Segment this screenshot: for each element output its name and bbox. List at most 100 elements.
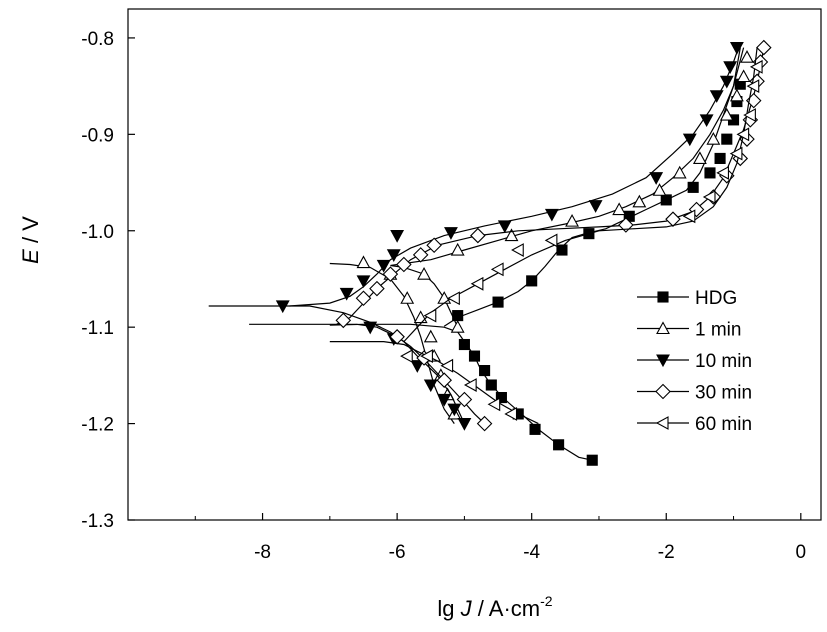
data-point [729,88,744,102]
data-point [652,183,667,196]
data-point [682,133,697,147]
data-point [687,181,699,193]
data-point [504,228,519,242]
data-point [692,151,707,164]
data-point [556,244,568,256]
data-point [410,360,425,373]
data-point [426,237,442,253]
data-point [400,291,415,304]
x-axis-title: lg J / A·cm-2 [437,593,552,621]
data-point [376,259,391,273]
data-point [356,255,371,269]
data-point [612,202,627,216]
data-point [665,211,681,227]
data-point [275,300,290,314]
data-point [565,213,579,227]
data-point [746,79,760,94]
y-tick-label: -0.9 [81,125,114,146]
data-point [706,132,721,145]
data-point [719,75,734,89]
data-point [632,194,647,208]
data-point [444,227,458,240]
x-tick-label: -2 [658,542,675,563]
data-point [468,350,481,362]
data-point [682,209,696,224]
data-point [356,275,371,289]
data-point [749,59,763,74]
legend-label: 30 min [695,383,752,404]
legend-label: 60 min [695,414,752,435]
data-point [756,39,772,56]
data-point [420,349,433,364]
legend-marker [657,291,669,303]
data-point [476,415,493,432]
data-point [511,243,524,257]
x-tick-label: -8 [254,542,271,563]
legend-marker [656,321,670,335]
data-point [714,152,726,164]
data-point [440,358,454,373]
data-point [729,42,744,55]
axis-ticks: -8 -6 -4 -2 0 -1.3 -1.2 -1.1 -1.0 -0.9 -0.8 [81,29,806,563]
x-tick-label: -6 [389,542,406,563]
data-point [526,275,538,287]
data-point [504,407,518,421]
x-axis-prefix: lg [437,596,460,621]
data-point [544,233,558,248]
data-point [458,338,470,351]
data-point [363,321,378,335]
series-60-min [329,47,763,425]
data-point [450,242,465,256]
y-axis-unit: / V [18,216,43,249]
y-axis-title: E / V [18,216,43,264]
legend-label: HDG [695,288,737,309]
data-point [487,397,501,412]
data-point [492,296,504,308]
legend-marker [656,354,670,368]
data-point [386,249,401,263]
data-point [457,418,472,431]
data-point [721,133,733,145]
data-point [529,423,541,435]
legend-label: 1 min [695,320,741,341]
data-point [456,391,473,408]
series-line-cathodic [329,262,455,424]
data-point [447,291,460,306]
legend-marker [655,416,669,430]
series-line-anodic [336,47,765,325]
data-point [490,262,504,277]
data-point [437,393,452,407]
data-point [660,194,672,206]
data-point [699,114,714,128]
data-point [723,61,738,74]
series-layer [208,39,772,466]
data-point [479,365,491,377]
data-point [423,379,438,393]
series-line-cathodic [208,305,465,424]
data-point [400,349,413,364]
y-axis-variable: E [18,249,43,264]
data-point [743,108,756,122]
data-point [704,167,716,179]
data-point [335,312,352,329]
data-point [382,266,399,282]
data-point [736,127,750,142]
y-tick-label: -1.3 [81,511,114,532]
x-tick-label: 0 [796,542,807,563]
data-point [495,392,507,404]
legend-marker [655,383,671,400]
series-hdg [329,47,746,466]
data-point [736,69,751,83]
data-point [390,230,405,243]
series-line-cathodic [249,323,486,425]
data-point [740,50,754,63]
data-point [586,454,598,466]
data-point [413,310,428,324]
data-point [485,379,497,391]
series-1-min [329,47,754,424]
data-point [544,208,559,222]
plot-frame [127,8,822,521]
data-point [436,372,453,388]
x-tick-label: -4 [523,542,540,563]
data-point [450,320,465,333]
